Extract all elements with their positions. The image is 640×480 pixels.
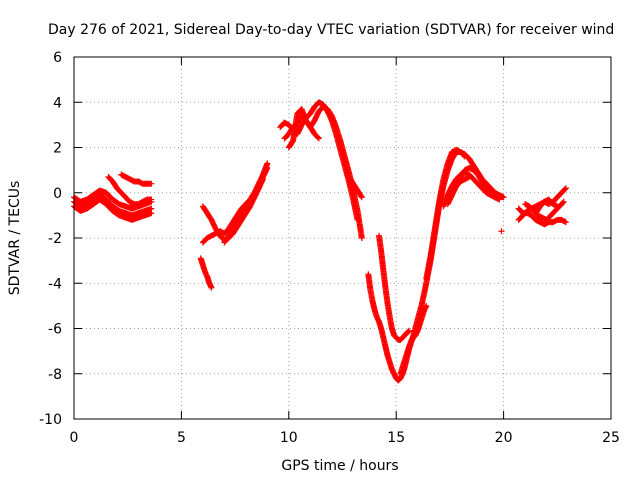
data-point (562, 185, 569, 192)
y-tick-label: 0 (53, 186, 62, 202)
data-point (358, 193, 365, 200)
data-point (496, 194, 503, 201)
x-tick-label: 0 (70, 430, 79, 446)
x-tick-label: 20 (495, 430, 513, 446)
data-point (315, 135, 322, 142)
y-tick-label: -8 (48, 367, 62, 383)
data-point (358, 194, 365, 201)
data-point (148, 180, 155, 187)
x-tick-label: 25 (602, 430, 620, 446)
data-point (405, 328, 412, 335)
data-point (406, 327, 413, 334)
axes (73, 56, 612, 420)
y-tick-label: -2 (48, 231, 62, 247)
y-tick-label: 6 (53, 50, 62, 66)
data-point (264, 164, 271, 171)
data-point (554, 203, 561, 210)
x-tick-label: 15 (387, 430, 405, 446)
data-point (498, 228, 505, 235)
y-axis-label: SDTVAR / TECUs (7, 181, 23, 296)
x-tick-labels: 0 5 10 15 20 25 (70, 430, 620, 446)
data-point (148, 196, 155, 203)
chart-title: Day 276 of 2021, Sidereal Day-to-day VTE… (48, 22, 614, 38)
y-tick-label: -4 (48, 276, 62, 292)
x-axis-label: GPS time / hours (281, 458, 398, 474)
data-point (560, 198, 567, 205)
data-point (562, 186, 569, 193)
y-tick-label: 4 (53, 95, 62, 111)
data-point (148, 210, 155, 217)
data-point (466, 173, 473, 180)
data-point (208, 284, 215, 291)
x-tick-label: 5 (177, 430, 186, 446)
data-point (562, 219, 569, 226)
data-points (71, 99, 569, 384)
x-tick-label: 10 (280, 430, 298, 446)
y-tick-labels: -10 -8 -6 -4 -2 0 2 4 6 (39, 50, 62, 428)
y-tick-label: -6 (48, 322, 62, 338)
y-tick-label: 2 (53, 141, 62, 157)
data-point (358, 235, 365, 241)
y-tick-label: -10 (39, 412, 62, 428)
data-point (559, 199, 566, 206)
data-point (315, 134, 322, 141)
